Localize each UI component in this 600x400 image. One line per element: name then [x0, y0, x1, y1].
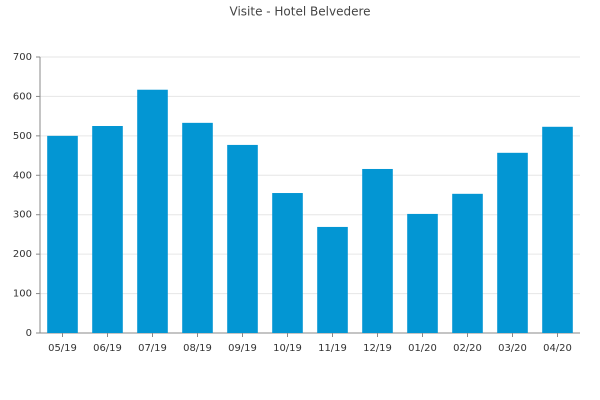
- x-tick-label: 02/20: [453, 343, 482, 354]
- x-tick-label: 06/19: [93, 343, 122, 354]
- x-tick-label: 09/19: [228, 343, 257, 354]
- x-tick-label: 07/19: [138, 343, 167, 354]
- x-tick-label: 12/19: [363, 343, 392, 354]
- x-tick-label: 11/19: [318, 343, 347, 354]
- bar: [137, 89, 168, 334]
- bar: [407, 213, 438, 333]
- y-tick-label: 600: [13, 91, 32, 102]
- chart-title: Visite - Hotel Belvedere: [230, 5, 371, 19]
- x-tick-label: 08/19: [183, 343, 212, 354]
- y-tick-label: 500: [13, 131, 32, 142]
- x-tick-label: 05/19: [48, 343, 77, 354]
- bar: [227, 144, 258, 333]
- bar: [272, 193, 303, 333]
- x-tick-label: 01/20: [408, 343, 437, 354]
- y-tick-label: 100: [13, 289, 32, 300]
- bar: [47, 135, 78, 333]
- bar: [317, 226, 348, 333]
- bar: [362, 168, 393, 333]
- x-tick-label: 10/19: [273, 343, 302, 354]
- y-tick-label: 300: [13, 210, 32, 221]
- bar: [542, 126, 573, 333]
- bar: [92, 126, 123, 333]
- y-tick-label: 200: [13, 249, 32, 260]
- y-tick-label: 400: [13, 170, 32, 181]
- y-tick-label: 0: [26, 328, 32, 339]
- x-tick-label: 03/20: [498, 343, 527, 354]
- bar: [452, 193, 483, 333]
- x-tick-label: 04/20: [543, 343, 572, 354]
- bar: [497, 152, 528, 333]
- bar: [182, 122, 213, 334]
- y-tick-label: 700: [13, 52, 32, 63]
